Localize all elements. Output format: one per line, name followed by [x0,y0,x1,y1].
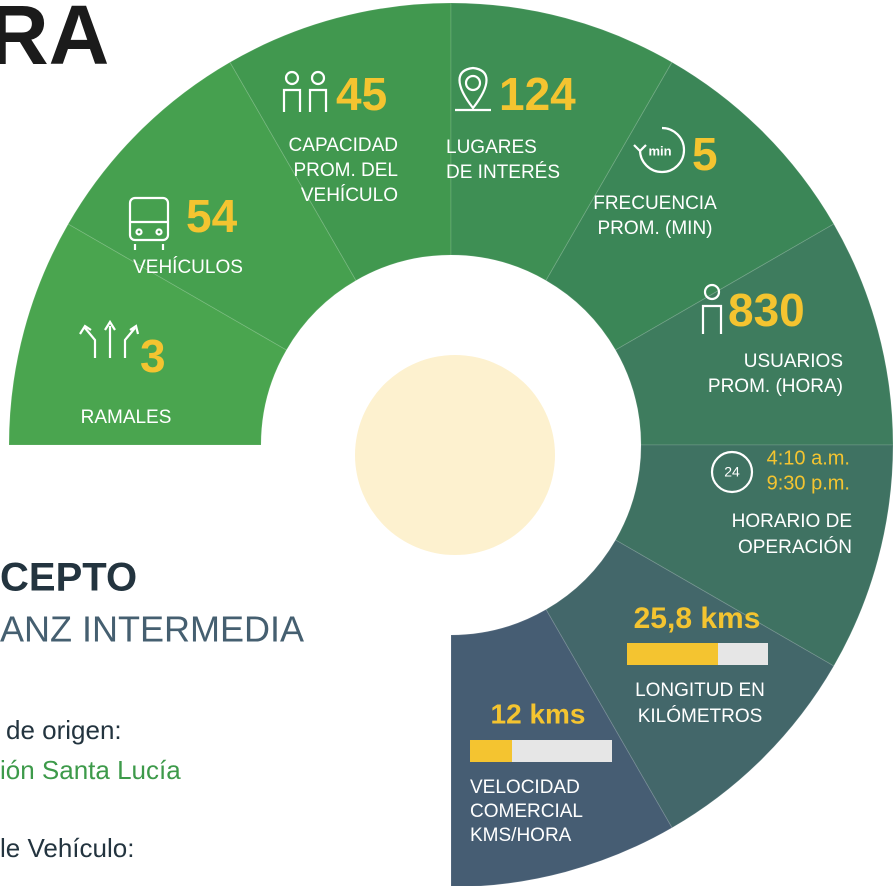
donut-segment [545,539,835,829]
origin-value: ión Santa Lucía [0,755,181,785]
stat-value: 25,8 kms [634,602,761,635]
stat-value: 124 [499,68,576,120]
origin-label: de origen: [6,715,122,745]
stat-value: 3 [140,330,166,382]
stat-value: 45 [336,68,387,120]
donut-segment [8,223,288,446]
icon-clock: 24 [710,450,754,494]
stat-value: 9:30 p.m. [767,472,850,494]
stat-value: 830 [728,284,805,336]
vehicle-label: le Vehículo: [0,833,134,863]
stat-label: HORARIO DE [732,511,852,532]
stat-label: CAPACIDAD [289,135,398,156]
donut-segment [450,2,673,282]
svg-text:24: 24 [724,464,740,480]
bar-fill [627,643,718,665]
donut-segment [614,444,894,667]
stat-value: 12 kms [491,698,586,729]
donut-segment [614,223,894,446]
center-circle [355,355,555,555]
stat-label: PROM. (HORA) [708,376,843,397]
stat-value: 4:10 a.m. [767,447,850,469]
stat-label: FRECUENCIA [593,193,717,214]
stat-label: VELOCIDAD [470,777,580,798]
donut-segment [67,61,357,351]
donut-segment [545,61,835,351]
stat-label: LONGITUD EN [635,680,765,701]
stat-label: KILÓMETROS [638,705,763,727]
stat-label: COMERCIAL [470,801,583,822]
stat-label: LUGARES [446,137,537,158]
icon-pin [455,66,491,112]
icon-bus [128,196,170,250]
stat-label: USUARIOS [744,351,843,372]
donut [8,2,894,886]
icon-people [282,70,328,112]
route-name: ANZ INTERMEDIA [0,609,304,650]
icon-branches [79,319,140,358]
icon-timer: min [633,126,686,174]
stat-label: VEHÍCULO [301,185,398,206]
svg-text:min: min [648,143,671,158]
stat-label: DE INTERÉS [446,162,560,183]
title: RA [0,0,109,82]
donut-segment [229,2,452,282]
stat-label: OPERACIÓN [738,536,852,558]
stat-value: 5 [692,128,718,180]
stat-label: VEHÍCULOS [133,257,243,278]
concept: CEPTO [0,556,137,600]
stat-label: KMS/HORA [470,825,572,846]
stat-label: PROM. (MIN) [597,218,712,239]
stat-value: 54 [186,190,238,242]
bar-fill [470,740,512,762]
stat-label: RAMALES [81,407,172,428]
icon-person [701,283,723,334]
stat-label: PROM. DEL [293,160,398,181]
